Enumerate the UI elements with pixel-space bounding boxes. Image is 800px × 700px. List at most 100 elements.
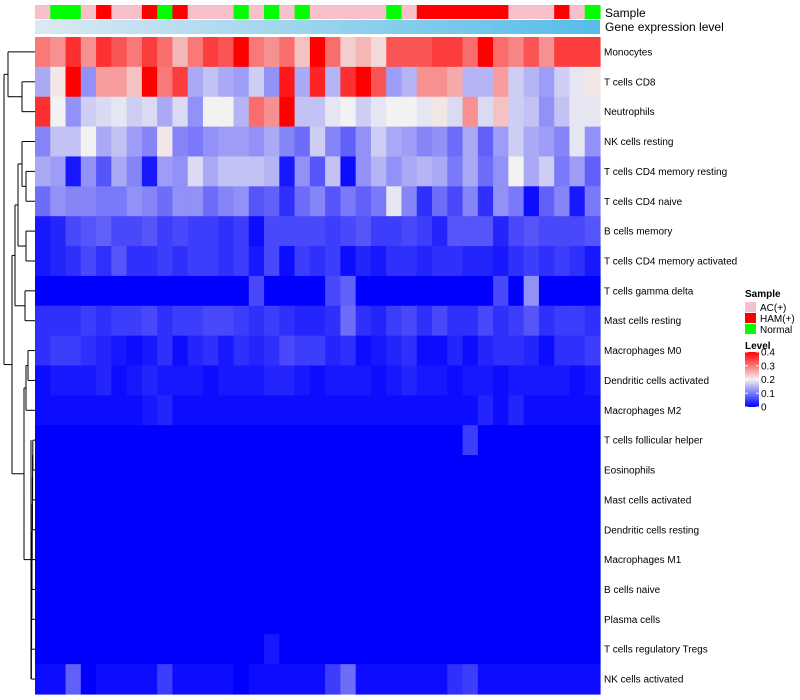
heatmap-cell <box>202 37 219 68</box>
heatmap-cell <box>172 186 189 217</box>
heatmap-cell <box>340 365 357 396</box>
heatmap-cell <box>248 365 265 396</box>
heatmap-cell <box>157 216 174 247</box>
heatmap-cell <box>96 275 112 307</box>
heatmap-cell <box>340 664 357 695</box>
heatmap-cell <box>508 216 525 247</box>
heatmap-cell <box>401 664 418 695</box>
heatmap-cell <box>309 395 326 426</box>
row-label: Dendritic cells resting <box>604 525 699 536</box>
heatmap-cell <box>416 455 433 486</box>
heatmap-cell <box>248 425 265 456</box>
heatmap-cell <box>340 216 357 247</box>
heatmap-cell <box>508 544 525 576</box>
heatmap-cell <box>325 37 342 68</box>
sample-annotation-cell <box>264 5 280 19</box>
heatmap-cell <box>462 455 479 486</box>
heatmap-cell <box>309 126 326 158</box>
heatmap-cell <box>554 66 571 98</box>
heatmap-cell <box>355 66 372 98</box>
heatmap-cell <box>294 126 311 158</box>
heatmap-cell <box>96 37 112 68</box>
sample-annotation-cell <box>416 5 433 19</box>
heatmap-cell <box>264 186 280 217</box>
heatmap-cell <box>355 305 372 337</box>
heatmap-cell <box>508 664 525 695</box>
heatmap-cell <box>187 96 204 128</box>
heatmap-cell <box>462 305 479 337</box>
heatmap-cell <box>248 664 265 695</box>
heatmap-cell <box>416 365 433 396</box>
heatmap-cell <box>126 544 143 576</box>
heatmap-cell <box>309 246 326 277</box>
heatmap-cell <box>248 216 265 247</box>
heatmap-cell <box>325 484 342 516</box>
heatmap-cell <box>35 66 51 98</box>
heatmap-cell <box>401 484 418 516</box>
heatmap-cell <box>157 634 174 665</box>
heatmap-cell <box>141 246 158 277</box>
heatmap-cell <box>172 216 189 247</box>
heatmap-cell <box>462 604 479 635</box>
heatmap-cell <box>325 246 342 277</box>
heatmap-cell <box>462 216 479 247</box>
heatmap-cell <box>370 66 387 98</box>
heatmap-cell <box>370 186 387 217</box>
heatmap-cell <box>584 634 601 665</box>
heatmap-cell <box>401 126 418 158</box>
row-dendrogram <box>3 51 35 680</box>
heatmap-cell <box>218 544 235 576</box>
heatmap-cell <box>386 126 403 158</box>
heatmap-cell <box>477 156 494 187</box>
heatmap-cell <box>218 37 235 68</box>
heatmap-cell <box>355 634 372 665</box>
heatmap-cell <box>218 305 235 337</box>
heatmap-cell <box>416 335 433 367</box>
heatmap-cell <box>218 604 235 635</box>
heatmap-cell <box>264 37 280 68</box>
heatmap-cell <box>96 484 112 516</box>
heatmap-cell <box>126 335 143 367</box>
heatmap-cell <box>432 305 448 337</box>
heatmap-cell <box>218 634 235 665</box>
heatmap-cell <box>523 96 540 128</box>
heatmap-cell <box>370 126 387 158</box>
heatmap-cell <box>355 544 372 576</box>
heatmap-cell <box>279 425 296 456</box>
heatmap-cell <box>569 544 586 576</box>
heatmap-cell <box>218 664 235 695</box>
heatmap-cell <box>233 186 250 217</box>
heatmap-cell <box>370 96 387 128</box>
heatmap-cell <box>309 664 326 695</box>
heatmap-cell <box>386 425 403 456</box>
heatmap-cell <box>294 305 311 337</box>
heatmap-cell <box>294 275 311 307</box>
sample-annotation-cell <box>65 5 82 19</box>
heatmap-cell <box>294 365 311 396</box>
heatmap-cell <box>325 574 342 606</box>
heatmap-cell <box>508 335 525 367</box>
sample-annotation-cell <box>96 5 112 19</box>
heatmap-cell <box>111 634 128 665</box>
heatmap-cell <box>325 395 342 426</box>
heatmap-cell <box>370 216 387 247</box>
heatmap-cell <box>477 275 494 307</box>
heatmap-cell <box>172 66 189 98</box>
heatmap-cell <box>386 216 403 247</box>
heatmap-cell <box>355 216 372 247</box>
heatmap-cell <box>172 634 189 665</box>
heatmap-cell <box>386 186 403 217</box>
heatmap-cell <box>248 66 265 98</box>
sample-legend-swatch <box>745 302 756 312</box>
heatmap-cell <box>554 574 571 606</box>
heatmap-cell <box>569 246 586 277</box>
row-label: NK cells resting <box>604 137 673 148</box>
heatmap-cell <box>569 216 586 247</box>
heatmap-cell <box>233 216 250 247</box>
heatmap-cell <box>279 335 296 367</box>
heatmap-cell <box>584 246 601 277</box>
heatmap-cell <box>80 664 97 695</box>
heatmap-cell <box>248 484 265 516</box>
heatmap-cell <box>65 634 82 665</box>
